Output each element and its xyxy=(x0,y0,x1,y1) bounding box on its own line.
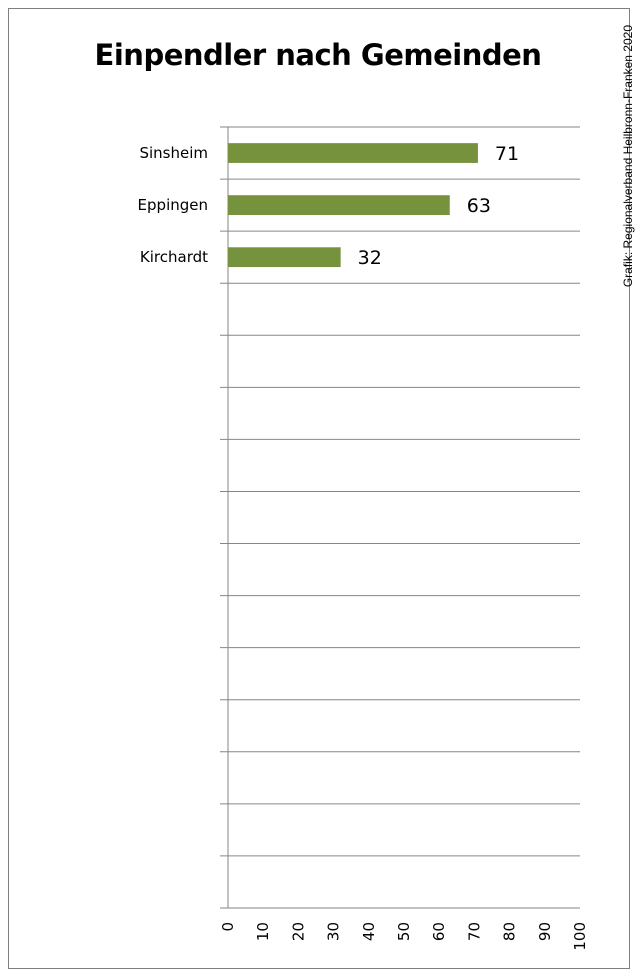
category-label: Sinsheim xyxy=(139,144,208,162)
chart-title: Einpendler nach Gemeinden xyxy=(94,38,542,72)
category-label: Eppingen xyxy=(138,196,208,214)
x-tick-label: 70 xyxy=(465,922,483,941)
value-label: 32 xyxy=(358,247,382,269)
x-tick-label: 60 xyxy=(430,922,448,941)
x-tick-label: 50 xyxy=(395,922,413,941)
bar xyxy=(228,143,478,163)
x-tick-label: 0 xyxy=(219,922,237,932)
bar xyxy=(228,195,450,215)
chart-frame xyxy=(8,8,630,969)
x-tick-label: 40 xyxy=(360,922,378,941)
x-tick-label: 100 xyxy=(571,922,589,951)
x-tick-label: 10 xyxy=(254,922,272,941)
category-label: Kirchardt xyxy=(140,248,208,266)
bar xyxy=(228,247,341,268)
x-tick-label: 30 xyxy=(325,922,343,941)
x-tick-label: 80 xyxy=(501,922,519,941)
value-label: 63 xyxy=(467,195,491,217)
value-label: 71 xyxy=(495,143,519,165)
x-tick-label: 90 xyxy=(536,922,554,941)
x-tick-label: 20 xyxy=(289,922,307,941)
